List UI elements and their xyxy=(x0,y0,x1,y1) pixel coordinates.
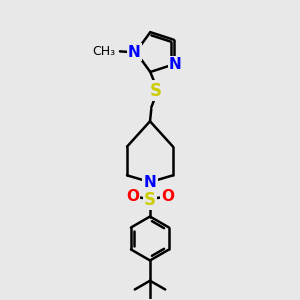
Text: S: S xyxy=(144,190,156,208)
Text: CH₃: CH₃ xyxy=(92,45,116,58)
Text: N: N xyxy=(128,45,140,60)
Text: N: N xyxy=(169,57,182,72)
Text: S: S xyxy=(149,82,161,100)
Text: N: N xyxy=(144,175,156,190)
Text: O: O xyxy=(126,189,139,204)
Text: O: O xyxy=(161,189,174,204)
